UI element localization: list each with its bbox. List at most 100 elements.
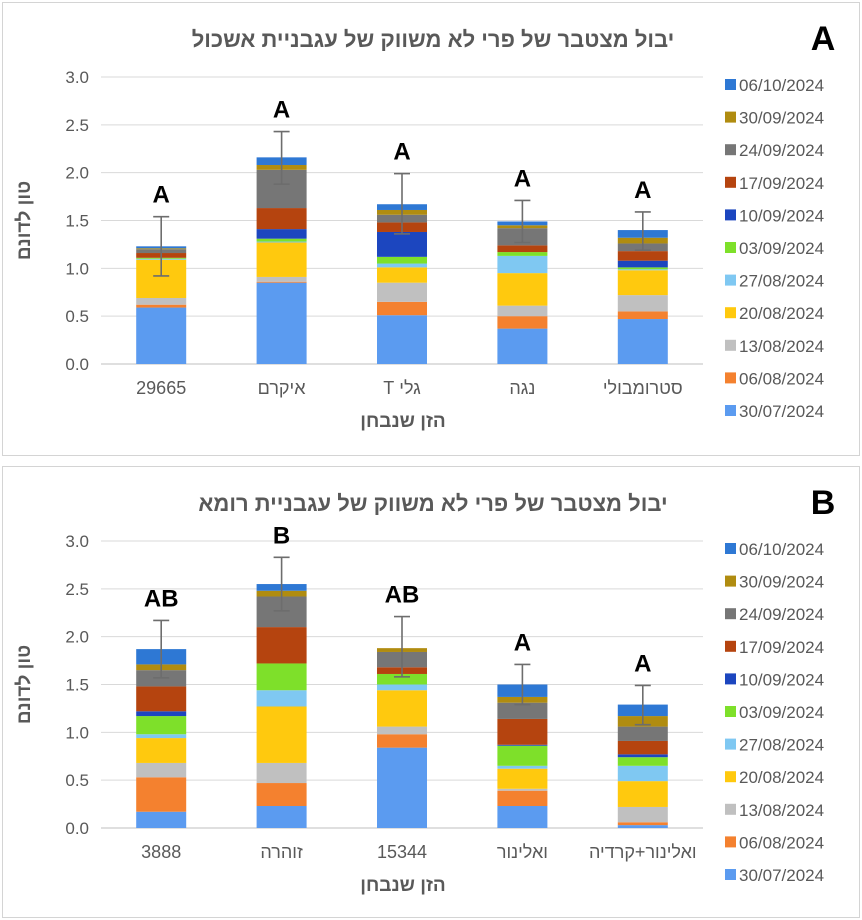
legend-label: 30/09/2024: [739, 573, 824, 592]
bar-segment: [497, 744, 548, 746]
bar-segment: [617, 757, 668, 766]
bar-segment: [377, 282, 427, 302]
x-category-label: 29665: [136, 378, 186, 398]
x-category-label: סטרומבולי: [603, 378, 683, 398]
bar-segment: [136, 686, 187, 712]
bar-segment: [256, 783, 307, 806]
bar-segment: [256, 276, 307, 282]
legend-label: 27/08/2024: [739, 736, 824, 755]
x-category-label: נגה: [509, 378, 535, 398]
bar-segment: [497, 790, 548, 806]
bar-segment: [617, 726, 668, 741]
bar-segment: [136, 307, 187, 364]
legend-label: 10/09/2024: [739, 206, 824, 225]
legend-swatch: [725, 111, 736, 123]
bar-segment: [256, 627, 307, 664]
legend-swatch: [725, 836, 736, 848]
panel-letter: B: [811, 484, 836, 522]
chart-panel-a: יבול מצטבר של פרי לא משווק של עגבניית אש…: [2, 2, 860, 456]
legend-label: 13/08/2024: [739, 337, 824, 356]
significance-label: AB: [144, 585, 179, 612]
y-tick-label: 1.5: [65, 212, 89, 231]
bar-segment: [256, 762, 307, 784]
y-tick-label: 0.0: [65, 819, 89, 838]
bar-segment: [497, 252, 548, 256]
bar-segment: [256, 663, 307, 691]
x-category-label: ואלינור: [497, 842, 548, 862]
bar-segment: [377, 747, 427, 828]
bar-segment: [497, 255, 548, 274]
y-tick-label: 2.5: [65, 116, 89, 135]
significance-label: A: [393, 139, 410, 166]
bar-segment: [497, 768, 548, 789]
legend-swatch: [725, 176, 736, 188]
legend-label: 06/08/2024: [739, 833, 824, 852]
y-axis-title: טון לדונם: [14, 181, 35, 260]
bar-segment: [136, 711, 187, 717]
x-category-label: זוהרה: [260, 842, 303, 862]
bar-segment: [617, 740, 668, 755]
legend-label: 30/07/2024: [739, 866, 824, 885]
bar-segment: [617, 319, 668, 364]
legend-swatch: [725, 738, 736, 750]
legend-swatch: [725, 608, 736, 620]
legend-swatch: [725, 307, 736, 319]
y-tick-label: 3.0: [65, 532, 89, 551]
bar-segment: [256, 238, 307, 242]
legend-label: 06/10/2024: [739, 540, 824, 559]
legend-swatch: [725, 339, 736, 351]
legend-label: 06/08/2024: [739, 369, 824, 388]
bar-segment: [617, 781, 668, 807]
chart-title: יבול מצטבר של פרי לא משווק של עגבניית רו…: [198, 491, 667, 516]
bar-segment: [617, 270, 668, 296]
bar-segment: [377, 231, 427, 257]
bar-segment: [377, 673, 427, 685]
legend-swatch: [725, 209, 736, 221]
significance-label: A: [153, 182, 170, 209]
bar-segment: [497, 316, 548, 329]
legend-label: 24/09/2024: [739, 605, 824, 624]
bar-segment: [377, 684, 427, 691]
bar-segment: [497, 305, 548, 317]
x-category-label: ואלינור+קרדיה: [589, 842, 697, 862]
significance-label: AB: [385, 582, 420, 609]
bar-segment: [136, 738, 187, 763]
panel-letter: A: [811, 20, 836, 58]
legend-swatch: [725, 706, 736, 717]
significance-label: A: [273, 97, 290, 124]
bar-segment: [617, 765, 668, 782]
bar-segment: [617, 311, 668, 320]
bar-segment: [497, 805, 548, 828]
bar-segment: [136, 304, 187, 308]
legend-label: 27/08/2024: [739, 272, 824, 291]
bar-segment: [136, 716, 187, 735]
bar-segment: [377, 301, 427, 316]
significance-label: B: [273, 522, 290, 549]
bar-segment: [497, 702, 548, 719]
y-tick-label: 0.5: [65, 307, 89, 326]
bar-segment: [256, 208, 307, 230]
legend-swatch: [725, 274, 736, 286]
legend-label: 17/09/2024: [739, 174, 824, 193]
y-tick-label: 2.5: [65, 580, 89, 599]
legend-label: 03/09/2024: [739, 239, 824, 258]
legend-label: 24/09/2024: [739, 141, 824, 160]
legend-swatch: [725, 803, 736, 815]
bar-segment: [617, 806, 668, 823]
chart-title: יבול מצטבר של פרי לא משווק של עגבניית אש…: [192, 27, 675, 52]
bar-segment: [377, 726, 427, 735]
bar-segment: [256, 282, 307, 364]
chart-panel-b: יבול מצטבר של פרי לא משווק של עגבניית רו…: [2, 466, 860, 918]
bar-segment: [617, 825, 668, 828]
legend-swatch: [725, 575, 736, 587]
legend-label: 17/09/2024: [739, 638, 824, 657]
bar-segment: [256, 690, 307, 707]
y-tick-label: 2.0: [65, 164, 89, 183]
x-category-label: גלי T: [383, 378, 421, 398]
bar-segment: [256, 281, 307, 283]
legend-swatch: [725, 869, 736, 880]
bar-segment: [617, 251, 668, 261]
y-tick-label: 2.0: [65, 628, 89, 647]
bar-segment: [377, 690, 427, 727]
bar-segment: [377, 256, 427, 264]
